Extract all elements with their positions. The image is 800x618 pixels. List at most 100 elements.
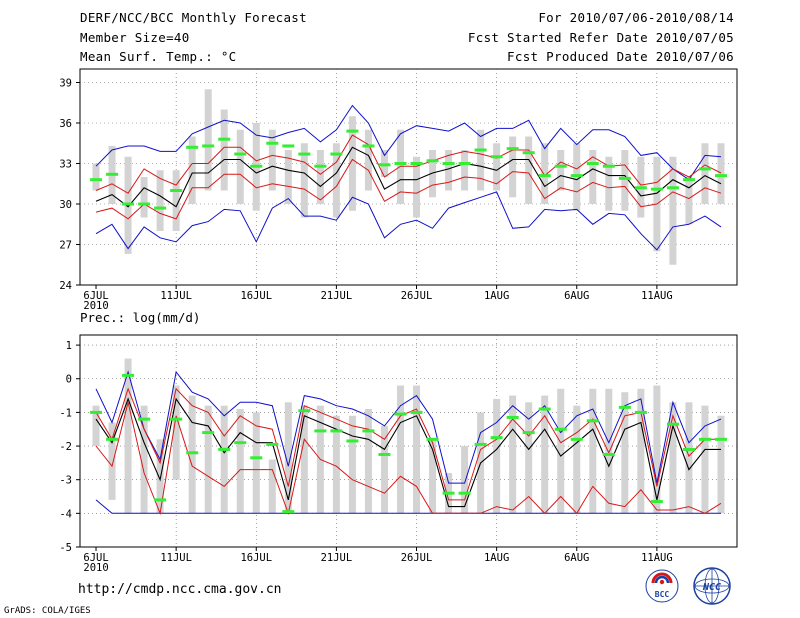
y-tick-label: 36 [59, 118, 72, 130]
range-bar [701, 143, 709, 204]
range-bar [717, 143, 725, 204]
range-bar [172, 170, 180, 231]
x-tick-label: 11JUL [160, 552, 192, 564]
range-bar [413, 385, 421, 514]
x-tick-label: 11AUG [641, 290, 673, 302]
grads-credit: GrADS: COLA/IGES [4, 606, 91, 616]
range-bar [493, 398, 501, 514]
range-bar [525, 136, 533, 204]
temperature-panel: 24 27 30 33 36 39 6JUL 11JUL 16JUL 21JUL 26JUL 1AUG… [59, 68, 738, 312]
x-tick-label: 11JUL [160, 290, 192, 302]
bcc-logo-text: BCC [655, 590, 670, 599]
range-bar [605, 388, 613, 514]
y-tick-label: -2 [59, 441, 72, 453]
range-bar [589, 388, 597, 514]
outer-upper-line [95, 104, 722, 181]
x-tick-label: 16JUL [240, 290, 272, 302]
range-bar [509, 395, 517, 514]
range-bar [300, 405, 308, 514]
range-bar [589, 150, 597, 204]
x-tick-label: 6AUG [564, 290, 589, 302]
range-bar [204, 405, 212, 514]
precip-panel-title: Prec.: log(mm/d) [80, 310, 200, 325]
range-bar [332, 143, 340, 218]
range-bar [156, 170, 164, 231]
range-bar [364, 129, 372, 191]
member-size-label: Member Size=40 [80, 30, 190, 45]
ncc-logo: NCC [693, 567, 731, 605]
range-bar [637, 388, 645, 514]
y-tick-label: -3 [59, 475, 72, 487]
source-url[interactable]: http://cmdp.ncc.cma.gov.cn [78, 582, 282, 597]
mean-line [95, 146, 722, 208]
range-bar [653, 385, 661, 514]
x-tick-label: 26JUL [401, 290, 433, 302]
range-bar [445, 150, 453, 191]
x-tick-label: 21JUL [321, 552, 353, 564]
variable-label: Mean Surf. Temp.: °C [80, 49, 237, 64]
range-bar [236, 129, 244, 204]
x-tick-label: 6JUL [83, 552, 108, 564]
range-bar [284, 150, 292, 204]
range-bar [461, 446, 469, 514]
range-bar [669, 156, 677, 265]
y-tick-label: -5 [59, 542, 72, 554]
range-bar [380, 425, 388, 514]
range-bar [525, 402, 533, 514]
y-tick-label: -1 [59, 407, 72, 419]
range-bar [92, 405, 100, 447]
y-tick-label: 0 [66, 374, 72, 386]
range-bar [220, 109, 228, 191]
range-bar [396, 129, 404, 204]
outer-lower-line [95, 191, 722, 251]
x-tick-label: 21JUL [321, 290, 353, 302]
year-label: 2010 [83, 562, 108, 574]
year-label: 2010 [83, 300, 108, 312]
range-bar [140, 177, 148, 218]
range-bar [429, 150, 437, 198]
y-tick-label: 39 [59, 78, 72, 90]
x-tick-label: 1AUG [484, 552, 509, 564]
range-bar [396, 385, 404, 514]
range-bar [220, 405, 228, 514]
plot-frame [79, 334, 738, 548]
range-bar [284, 402, 292, 514]
range-bar [685, 177, 693, 225]
plot-frame [79, 68, 738, 286]
y-tick-label: 27 [59, 240, 72, 252]
range-bar [557, 150, 565, 191]
range-bar [316, 150, 324, 204]
mean-line [95, 397, 721, 508]
bcc-logo: BCC [645, 569, 679, 603]
x-tick-label: 26JUL [401, 552, 433, 564]
range-bar [701, 405, 709, 514]
range-bar [557, 388, 565, 514]
x-tick-label: 16JUL [240, 552, 272, 564]
chart-title: DERF/NCC/BCC Monthly Forecast [80, 10, 307, 25]
range-bar [252, 412, 260, 514]
range-bar [188, 136, 196, 204]
inner-upper-line [95, 387, 721, 501]
range-bar [621, 392, 629, 514]
range-bar [204, 89, 212, 191]
y-tick-label: 33 [59, 159, 72, 171]
ncc-logo-text: NCC [702, 582, 721, 593]
range-bar [669, 402, 677, 514]
range-bar [156, 439, 164, 514]
range-bar [188, 395, 196, 514]
range-bar [605, 156, 613, 211]
range-bar [477, 129, 485, 191]
outer-upper-line [95, 370, 722, 484]
range-bar [621, 150, 629, 211]
range-bar [493, 143, 501, 191]
range-bar [429, 439, 437, 514]
range-bar [124, 358, 132, 514]
y-tick-label: 1 [66, 340, 72, 352]
x-tick-label: 11AUG [641, 552, 673, 564]
inner-upper-line [95, 134, 722, 194]
range-bar [348, 415, 356, 514]
x-tick-label: 6JUL [83, 290, 108, 302]
range-bar [332, 415, 340, 514]
range-bar [108, 422, 116, 500]
